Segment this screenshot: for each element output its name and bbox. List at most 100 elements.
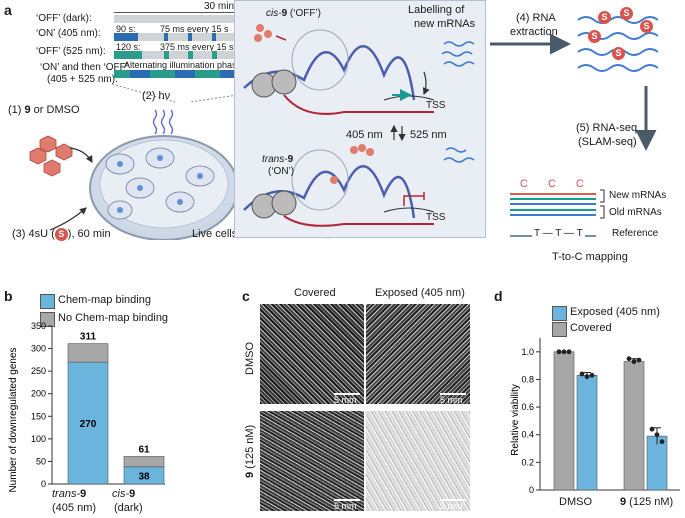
mapping-c: C (576, 178, 584, 190)
bar (576, 375, 598, 491)
micrograph-dmso-covered (260, 304, 364, 404)
step-5-line-1: (5) RNA-seq (576, 122, 638, 134)
data-point (566, 349, 572, 355)
row-off-525-pre: 120 s: (116, 42, 141, 52)
labelling-line-1: Labelling of (408, 4, 465, 16)
mechanism-illustration (243, 24, 475, 227)
step-4-line-2: extraction (510, 26, 558, 38)
pulse (164, 51, 169, 59)
old-mrnas-label: Old mRNAs (609, 207, 662, 218)
cis-label-suffix: (‘OFF’) (287, 8, 322, 19)
col-header-exposed: Exposed (405 nm) (375, 287, 465, 299)
y-tick-label: 1.0 (521, 347, 534, 357)
y-tick-label: 200 (31, 389, 46, 399)
micrograph-compound-exposed (366, 411, 470, 511)
y-tick-label: 0 (529, 485, 534, 495)
data-point (584, 374, 590, 380)
micrograph-compound-covered (260, 411, 364, 511)
chart-d: Relative viability 0 0.2 0.4 0.6 0.8 1.0 (510, 338, 680, 495)
y-tick-label: 100 (31, 434, 46, 444)
bar-inner-label: 38 (138, 471, 150, 482)
col-header-covered: Covered (294, 287, 336, 299)
row-on-405-block (114, 33, 138, 41)
scale-bar-label: 5 mm (440, 395, 463, 405)
step-2-label: (2) hν (142, 90, 171, 102)
tss-bottom-label: TSS (426, 212, 446, 223)
y-tick-label: 300 (31, 344, 46, 354)
b-cat-1-name: trans-9 (52, 488, 86, 500)
data-point (561, 349, 567, 355)
bar-segment (123, 456, 165, 468)
alt-phase (175, 70, 195, 78)
cis-label-prefix: cis- (266, 8, 282, 19)
4su-badge: S (612, 47, 625, 60)
legend-covered: Covered (570, 322, 612, 334)
top-mechanism (243, 24, 475, 115)
b-cat-2-num: 9 (129, 488, 136, 500)
scale-bar-label: 5 mm (334, 395, 357, 405)
reference-sequence: T — T — T (532, 228, 585, 239)
4su-badge: S (620, 7, 633, 20)
b-cat-1-prefix: trans- (52, 488, 81, 500)
chart-d-bars (553, 349, 668, 491)
panel-a-letter: a (4, 2, 12, 18)
scale-bar-label: 5 mm (440, 501, 463, 511)
b-cat-2-name: cis-9 (112, 488, 135, 500)
y-tick-label: 150 (31, 411, 46, 421)
row-on-405-text: 75 ms every 15 s (160, 24, 229, 34)
legend-no-binding: No Chem-map binding (58, 312, 169, 324)
b-cat-1-sub: (405 nm) (52, 502, 97, 514)
row-on-405-pre: 90 s: (116, 24, 136, 34)
legend-exposed: Exposed (405 nm) (570, 306, 660, 318)
row-alt-text: Alternating illumination phases (124, 60, 247, 70)
bar-total-label: 311 (80, 332, 97, 343)
row-label-dmso: DMSO (244, 342, 256, 375)
y-tick-label: 0.4 (521, 430, 534, 440)
4su-badge: S (588, 30, 601, 43)
new-mrnas-label: New mRNAs (609, 190, 667, 201)
micrograph-dmso-exposed (366, 304, 470, 404)
step-4-line-1: (4) RNA (516, 12, 556, 24)
y-tick-label: 0.6 (521, 402, 534, 412)
legend-binding: Chem-map binding (58, 294, 151, 306)
bar-inner-label: 270 (80, 419, 97, 430)
pulse (212, 33, 216, 41)
cis-label-num: 9 (281, 8, 288, 19)
bottom-mechanism (243, 144, 475, 227)
chart-b-bars: 270 311 38 61 (67, 332, 165, 485)
y-tick-label: 0 (41, 479, 46, 489)
timeline-duration: 30 min (204, 1, 235, 12)
y-tick-label: 350 (31, 321, 46, 331)
trans-label-prefix: trans- (262, 154, 288, 165)
row-alt-bar (114, 70, 311, 78)
scale-bar (334, 393, 360, 395)
b-cat-1-num: 9 (80, 488, 87, 500)
row-label-compound-rest: (125 nM) (244, 424, 256, 472)
y-tick-label: 50 (36, 456, 46, 466)
bar (623, 361, 645, 491)
d-cat-2-num: 9 (620, 496, 627, 508)
chart-d-ylabel: Relative viability (510, 384, 521, 456)
reference-label: Reference (612, 228, 659, 239)
pulse (188, 51, 193, 59)
bar-total-label: 61 (138, 444, 150, 455)
data-point (636, 357, 642, 363)
panel-b-letter: b (4, 288, 13, 304)
step-1-prefix: (1) (8, 104, 25, 116)
tss-top-label: TSS (426, 100, 446, 111)
row-off-dark-bar (114, 15, 311, 23)
mapping-c: C (548, 178, 556, 190)
d-cat-1-label: DMSO (559, 496, 592, 508)
bar-segment (67, 361, 109, 485)
legend-swatch-covered (552, 322, 567, 337)
chart-b: Number of downregulated genes 0 50 100 150 2… (8, 321, 165, 493)
row-off-525-text: 375 ms every 15 s (160, 42, 234, 52)
data-point (589, 372, 595, 378)
pulse (188, 33, 192, 41)
live-cells-label: Live cells (192, 228, 238, 240)
row-off-dark-label: ‘OFF’ (dark): (36, 13, 92, 24)
row-alt-label-2: (405 + 525 nm): (47, 74, 118, 85)
4su-badge: S (54, 228, 68, 241)
step-1-compound: 9 (24, 104, 31, 116)
chart-b-ylabel: Number of downregulated genes (8, 347, 19, 492)
